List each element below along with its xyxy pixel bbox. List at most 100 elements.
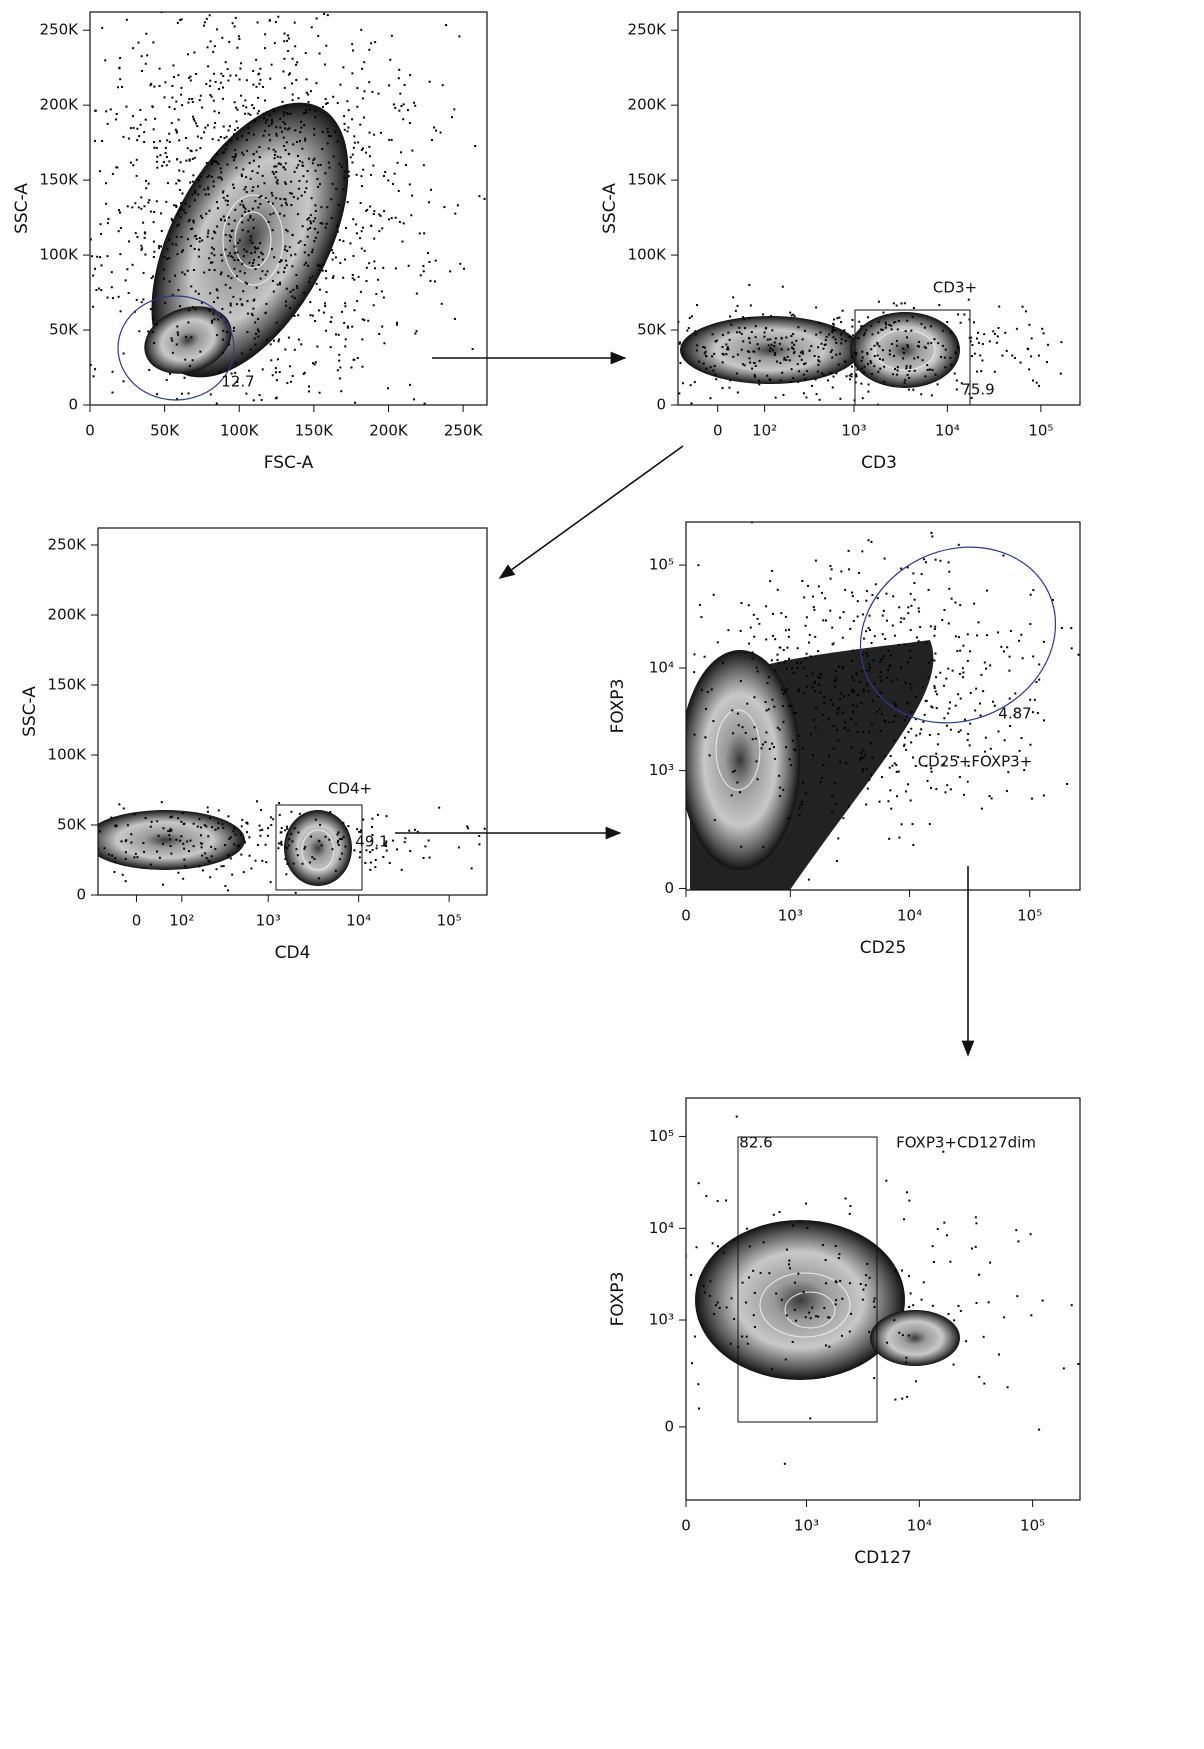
- event: [929, 325, 932, 328]
- event: [919, 732, 922, 735]
- event: [229, 302, 232, 305]
- event: [928, 733, 931, 736]
- event: [324, 98, 327, 101]
- event: [203, 564, 205, 566]
- event: [360, 247, 363, 250]
- event: [780, 1298, 783, 1301]
- event: [860, 751, 863, 754]
- event: [898, 836, 901, 839]
- event: [917, 356, 920, 359]
- event: [855, 673, 858, 676]
- event: [282, 120, 285, 123]
- event: [933, 687, 936, 690]
- event: [792, 352, 795, 355]
- event: [297, 831, 300, 834]
- event: [773, 341, 776, 344]
- event: [1035, 681, 1038, 684]
- event: [347, 126, 350, 129]
- x-tick-label: 100K: [220, 422, 260, 440]
- event: [883, 365, 886, 368]
- event: [279, 283, 282, 286]
- event: [1038, 663, 1041, 666]
- event: [725, 1306, 728, 1309]
- event: [236, 251, 239, 254]
- event: [274, 150, 277, 153]
- event: [836, 317, 839, 320]
- event: [852, 351, 855, 354]
- event: [257, 335, 260, 338]
- event: [339, 262, 342, 265]
- event: [101, 139, 104, 142]
- event: [317, 877, 320, 880]
- event: [839, 692, 842, 695]
- event: [910, 687, 913, 690]
- event: [96, 255, 99, 258]
- event: [356, 828, 359, 831]
- event: [166, 512, 168, 514]
- event: [145, 187, 148, 190]
- event: [758, 622, 761, 625]
- event: [116, 86, 119, 89]
- event: [904, 379, 907, 382]
- event: [144, 118, 147, 121]
- x-tick-label: 0: [713, 422, 723, 440]
- event: [882, 655, 885, 658]
- event: [304, 52, 307, 55]
- event: [422, 856, 425, 859]
- event: [301, 161, 304, 164]
- event: [162, 277, 165, 280]
- event: [774, 638, 777, 641]
- event: [862, 756, 865, 759]
- event: [73, 199, 75, 201]
- event: [234, 361, 237, 364]
- event: [848, 1282, 851, 1285]
- event: [249, 177, 252, 180]
- event: [140, 69, 143, 72]
- event: [312, 362, 315, 365]
- event: [285, 228, 288, 231]
- event: [808, 349, 811, 352]
- event: [233, 827, 236, 830]
- event: [296, 287, 299, 290]
- event: [855, 672, 858, 675]
- event: [199, 842, 202, 845]
- event: [748, 283, 751, 286]
- event: [261, 258, 264, 261]
- event: [716, 1245, 719, 1248]
- event: [406, 109, 409, 112]
- event: [241, 151, 244, 154]
- event: [264, 273, 267, 276]
- event: [370, 42, 373, 45]
- x-tick-label: 0: [85, 422, 95, 440]
- event: [324, 305, 327, 308]
- event: [1009, 630, 1012, 633]
- event: [915, 636, 918, 639]
- event: [775, 360, 778, 363]
- event: [798, 355, 801, 358]
- event: [234, 153, 237, 156]
- event: [1060, 627, 1063, 630]
- event: [169, 372, 172, 375]
- event: [243, 248, 246, 251]
- event: [167, 830, 170, 833]
- event: [396, 323, 399, 326]
- event: [766, 682, 769, 685]
- event: [390, 138, 393, 141]
- event: [798, 807, 801, 810]
- event: [867, 390, 870, 393]
- event: [305, 111, 308, 114]
- event: [856, 615, 859, 618]
- event: [217, 809, 220, 812]
- event: [730, 323, 733, 326]
- event: [781, 705, 784, 708]
- event: [90, 363, 92, 366]
- event: [279, 126, 282, 129]
- event: [27, 822, 29, 824]
- event: [458, 35, 461, 38]
- event: [984, 736, 987, 739]
- event: [252, 186, 255, 189]
- event: [369, 205, 372, 208]
- x-tick-label: 250K: [444, 422, 484, 440]
- event: [690, 315, 693, 318]
- event: [273, 165, 276, 168]
